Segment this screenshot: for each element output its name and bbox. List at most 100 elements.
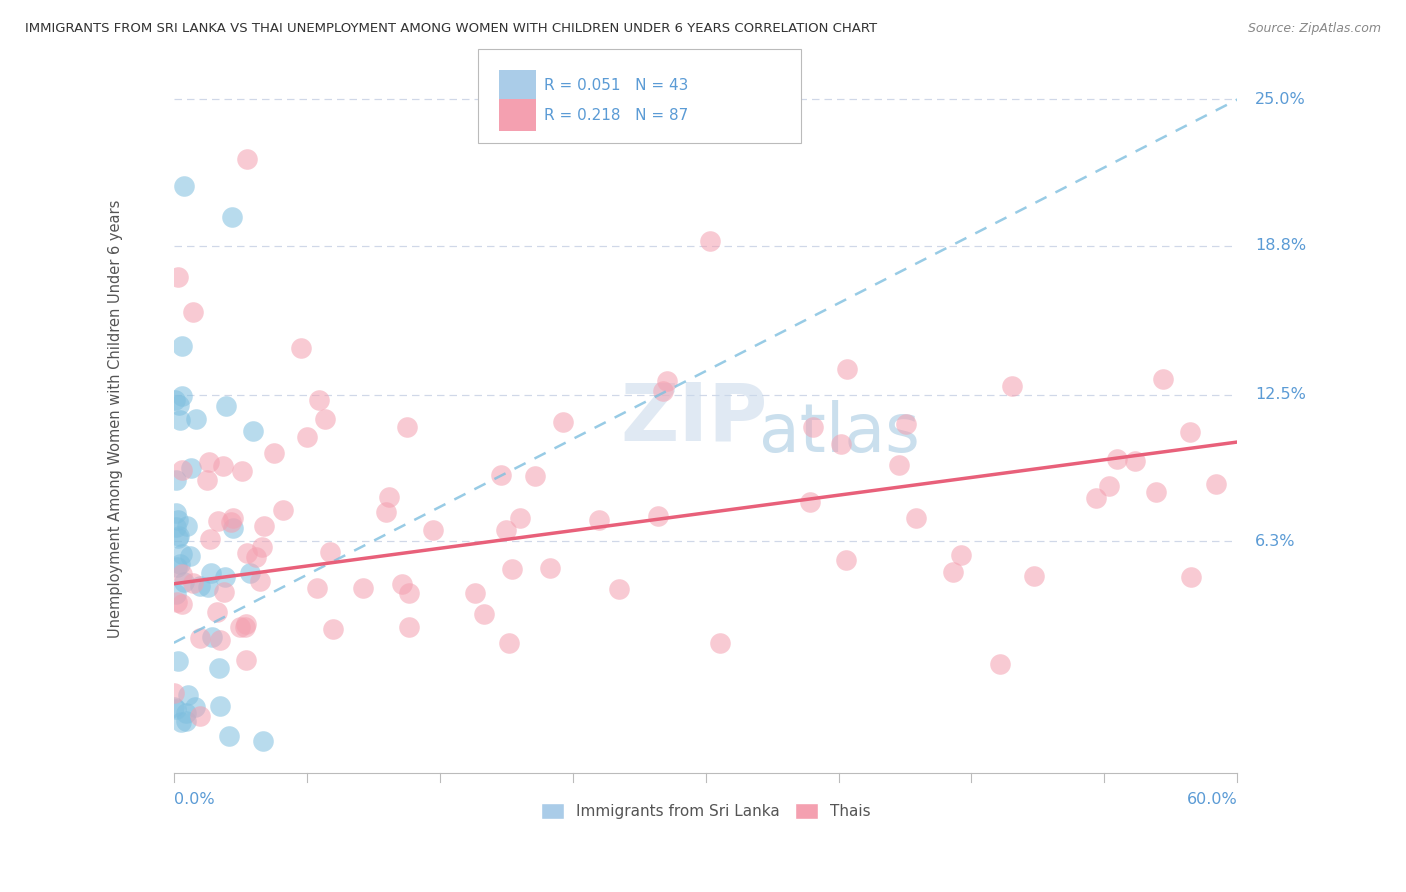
Point bbox=[188, 631, 211, 645]
Point bbox=[165, 587, 187, 601]
Point bbox=[253, 518, 276, 533]
Point bbox=[167, 398, 190, 412]
Point bbox=[652, 384, 675, 398]
Point bbox=[1105, 452, 1128, 467]
Point bbox=[1123, 454, 1146, 468]
Point bbox=[538, 561, 561, 575]
Point bbox=[375, 505, 398, 519]
Point bbox=[509, 511, 531, 525]
Point bbox=[205, 605, 228, 619]
Point bbox=[174, 706, 197, 720]
Point bbox=[1178, 425, 1201, 439]
Point bbox=[209, 633, 232, 648]
Point bbox=[173, 575, 195, 590]
Point bbox=[200, 566, 222, 581]
Point bbox=[271, 503, 294, 517]
Point bbox=[352, 581, 374, 595]
Point bbox=[163, 392, 186, 407]
Point bbox=[834, 553, 856, 567]
Point bbox=[188, 708, 211, 723]
Point bbox=[201, 630, 224, 644]
Point bbox=[988, 657, 1011, 672]
Point bbox=[889, 458, 911, 472]
Point bbox=[1205, 476, 1227, 491]
Point bbox=[322, 623, 344, 637]
Text: 0.0%: 0.0% bbox=[174, 791, 215, 806]
Point bbox=[165, 506, 187, 520]
Point bbox=[212, 585, 235, 599]
Point bbox=[699, 234, 721, 248]
Point bbox=[165, 473, 187, 487]
Text: 12.5%: 12.5% bbox=[1256, 387, 1306, 402]
Point bbox=[165, 702, 187, 716]
Point bbox=[229, 620, 252, 634]
Point bbox=[295, 429, 318, 443]
Point bbox=[314, 412, 336, 426]
Point bbox=[167, 513, 190, 527]
Point bbox=[195, 474, 218, 488]
Point bbox=[308, 392, 330, 407]
Point bbox=[249, 574, 271, 589]
Text: IMMIGRANTS FROM SRI LANKA VS THAI UNEMPLOYMENT AMONG WOMEN WITH CHILDREN UNDER 6: IMMIGRANTS FROM SRI LANKA VS THAI UNEMPL… bbox=[25, 22, 877, 36]
Point bbox=[609, 582, 631, 596]
Point bbox=[208, 699, 231, 714]
Point bbox=[214, 399, 236, 413]
Point bbox=[176, 688, 198, 702]
Point bbox=[553, 415, 575, 429]
Text: 6.3%: 6.3% bbox=[1256, 533, 1295, 549]
Point bbox=[218, 729, 240, 743]
Point bbox=[176, 519, 198, 533]
Point bbox=[647, 509, 669, 524]
Point bbox=[491, 468, 513, 483]
Point bbox=[180, 461, 202, 475]
Point bbox=[709, 636, 731, 650]
Point bbox=[163, 686, 186, 700]
Point bbox=[170, 714, 193, 729]
Point bbox=[169, 413, 191, 427]
Point bbox=[801, 419, 824, 434]
Point bbox=[1180, 570, 1202, 584]
Point bbox=[198, 455, 221, 469]
Point bbox=[655, 374, 678, 388]
Point bbox=[942, 565, 965, 579]
Point bbox=[222, 521, 245, 535]
Text: Source: ZipAtlas.com: Source: ZipAtlas.com bbox=[1247, 22, 1381, 36]
Point bbox=[181, 576, 204, 591]
Point bbox=[166, 559, 188, 574]
Point bbox=[305, 581, 328, 595]
Point bbox=[169, 557, 191, 571]
Text: atlas: atlas bbox=[759, 400, 920, 466]
Point bbox=[207, 514, 229, 528]
Point bbox=[1001, 379, 1024, 393]
Point bbox=[188, 579, 211, 593]
Point bbox=[245, 549, 267, 564]
Point bbox=[1085, 491, 1108, 505]
Point bbox=[172, 598, 194, 612]
Text: R = 0.051   N = 43: R = 0.051 N = 43 bbox=[544, 78, 689, 93]
Point bbox=[501, 562, 523, 576]
Point bbox=[242, 424, 264, 438]
Point bbox=[172, 389, 194, 403]
Text: ZIP: ZIP bbox=[620, 379, 768, 458]
Point bbox=[391, 577, 413, 591]
Point bbox=[235, 616, 257, 631]
Point bbox=[179, 549, 201, 563]
Point bbox=[250, 540, 273, 554]
Point bbox=[1022, 569, 1045, 583]
Point bbox=[214, 570, 236, 584]
Point bbox=[183, 305, 205, 319]
Point bbox=[495, 523, 517, 537]
Point bbox=[167, 269, 190, 284]
Point bbox=[894, 417, 917, 431]
Text: Unemployment Among Women with Children Under 6 years: Unemployment Among Women with Children U… bbox=[108, 199, 122, 638]
Point bbox=[200, 532, 222, 546]
Point bbox=[835, 362, 858, 376]
Point bbox=[212, 458, 235, 473]
Point bbox=[167, 529, 190, 543]
Point bbox=[290, 341, 312, 355]
Point bbox=[236, 546, 259, 560]
Point bbox=[474, 607, 496, 621]
Point bbox=[167, 654, 190, 668]
Point bbox=[422, 523, 444, 537]
Point bbox=[172, 547, 194, 561]
